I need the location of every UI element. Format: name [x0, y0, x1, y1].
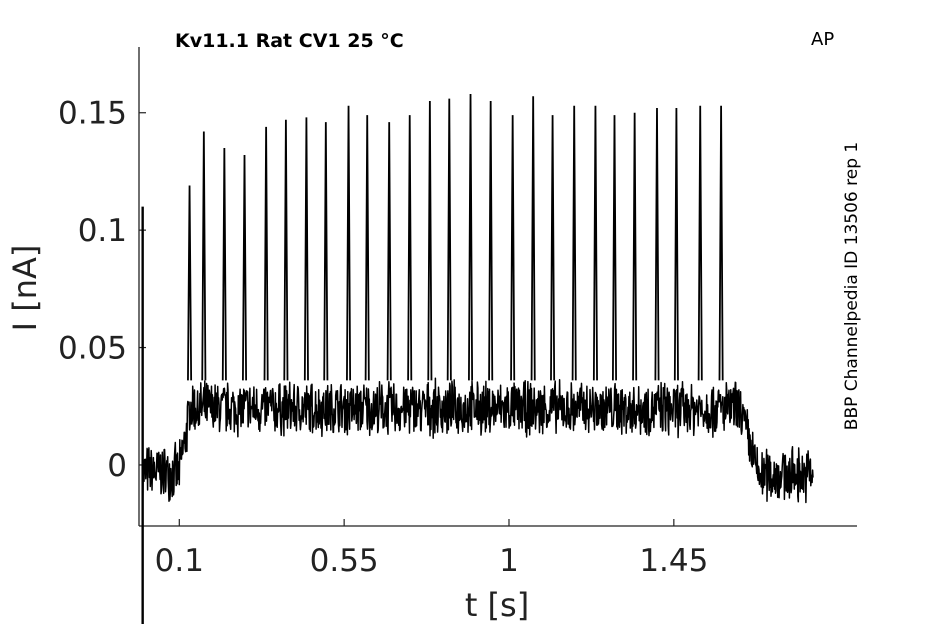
y-tick-label: 0.15: [58, 96, 127, 132]
spike: [697, 105, 703, 381]
chart-title: Kv11.1 Rat CV1 25 °C: [175, 30, 404, 52]
y-tick-label: 0.05: [58, 331, 127, 367]
spike: [446, 98, 452, 381]
spike: [427, 100, 433, 381]
y-tick-label: 0: [107, 448, 127, 484]
spike: [673, 108, 679, 381]
spike: [592, 105, 598, 381]
spike: [654, 108, 660, 381]
spike: [510, 115, 516, 381]
spike: [611, 115, 617, 381]
spike: [187, 185, 193, 381]
spike: [242, 155, 248, 381]
spike: [571, 105, 577, 381]
spike: [323, 122, 329, 381]
spike: [283, 119, 289, 381]
x-tick-label: 0.55: [310, 543, 379, 579]
side-label: BBP Channelpedia ID 13506 rep 1: [842, 142, 862, 430]
x-axis-label: t [s]: [465, 586, 529, 624]
spike: [386, 122, 392, 381]
spike: [488, 100, 494, 381]
x-tick-label: 1: [499, 543, 519, 579]
spike: [221, 147, 227, 381]
spike: [346, 105, 352, 381]
spike: [718, 105, 724, 381]
spike: [303, 117, 309, 381]
y-axis-label: I [nA]: [6, 245, 44, 332]
spike: [632, 112, 638, 381]
x-ticks: 0.1 0.55 1 1.45: [155, 519, 708, 579]
x-tick-label: 1.45: [639, 543, 708, 579]
y-tick-label: 0.1: [78, 213, 127, 249]
corner-label: AP: [811, 29, 834, 50]
spike: [364, 115, 370, 381]
spike: [530, 96, 536, 381]
spikes: [187, 93, 724, 381]
spike: [550, 115, 556, 381]
current-trace: [141, 377, 814, 504]
x-tick-label: 0.1: [155, 543, 204, 579]
spike: [263, 126, 269, 381]
spike: [468, 93, 474, 381]
y-ticks: 0 0.05 0.1 0.15: [58, 96, 146, 484]
spike: [407, 115, 413, 381]
spike: [201, 131, 207, 381]
